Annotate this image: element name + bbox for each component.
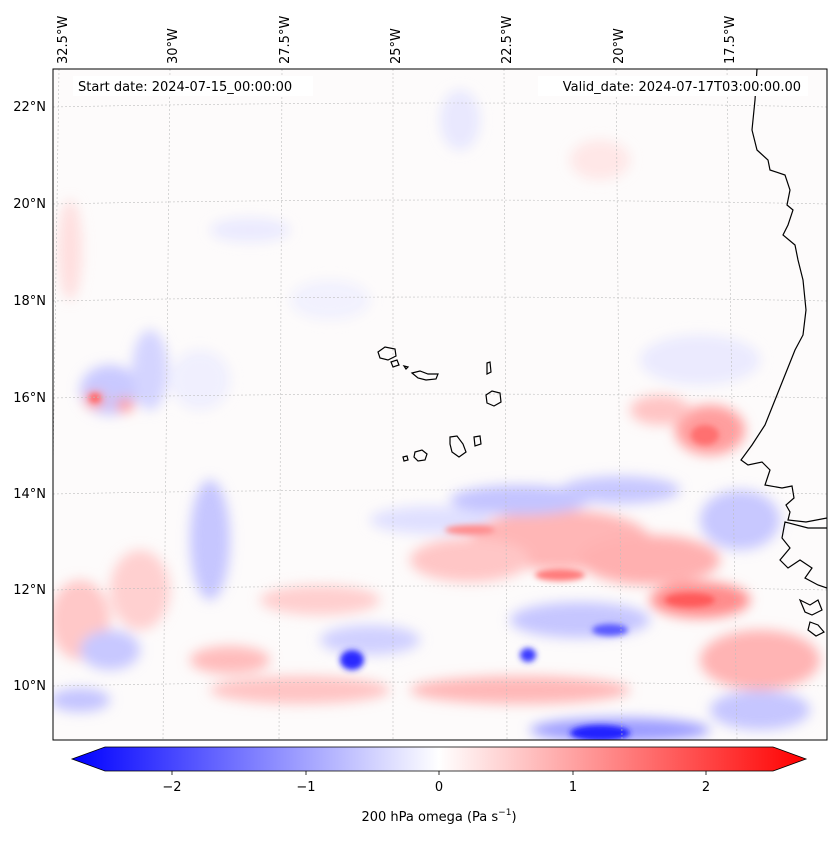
colorbar-label: 200 hPa omega (Pa s−1) <box>361 808 516 825</box>
lon-label-32.5w: 32.5°W <box>56 16 71 64</box>
cape-verde-santiago <box>449 435 467 458</box>
lon-label-27.5w: 27.5°W <box>278 16 293 64</box>
lon-label-20w: 20°W <box>612 28 627 64</box>
colorbar-ticks <box>171 771 707 775</box>
colorbar: −2 −1 0 1 2 200 hPa omega (Pa s−1) <box>70 746 808 825</box>
map-panel: Start date: 2024-07-15_00:00:00 Valid_da… <box>52 68 828 741</box>
latitude-labels: 22°N 20°N 18°N 16°N 14°N 12°N 10°N <box>13 100 46 694</box>
lon-label-30w: 30°W <box>166 28 181 64</box>
lat-label-10n: 10°N <box>13 679 46 694</box>
cape-verde-boa-vista <box>485 390 502 407</box>
colorbar-tick-label: 1 <box>569 780 577 795</box>
colorbar-label-main: 200 hPa omega (Pa s <box>361 810 498 825</box>
start-date-label: Start date: 2024-07-15_00:00:00 <box>78 80 292 95</box>
lon-label-25w: 25°W <box>389 28 404 64</box>
cape-verde-sao-nicolau <box>410 370 439 381</box>
cape-verde-sal <box>486 361 492 375</box>
colorbar-label-end: ) <box>511 810 516 825</box>
lon-label-17.5w: 17.5°W <box>723 16 738 64</box>
valid-date-label: Valid_date: 2024-07-17T03:00:00.00 <box>563 80 801 95</box>
colorbar-tick-label: 0 <box>435 780 443 795</box>
map-background <box>53 69 827 740</box>
lat-label-16n: 16°N <box>13 391 46 406</box>
cape-verde-santo-antao <box>377 346 397 361</box>
omega-field <box>53 90 820 740</box>
start-date-box <box>73 76 313 96</box>
cape-verde-santa-luzia <box>402 365 410 370</box>
colorbar-tick-label: −2 <box>162 780 181 795</box>
cape-verde-maio <box>473 435 482 447</box>
colorbar-label-exponent: −1 <box>498 808 511 818</box>
cape-verde-brava <box>402 455 409 462</box>
cape-verde-fogo <box>413 449 428 462</box>
cape-verde-sao-vicente <box>390 359 400 368</box>
colorbar-tick-label: 2 <box>702 780 710 795</box>
lat-label-20n: 20°N <box>13 197 46 212</box>
guinea-bissau-islands <box>798 598 825 637</box>
colorbar-tick-labels: −2 −1 0 1 2 <box>162 780 710 795</box>
african-coastline <box>740 69 827 523</box>
lon-label-22.5w: 22.5°W <box>500 16 515 64</box>
lat-label-18n: 18°N <box>13 294 46 309</box>
lat-label-12n: 12°N <box>13 583 46 598</box>
gambia-coast <box>779 521 827 589</box>
valid-date-box <box>538 76 808 96</box>
lat-label-22n: 22°N <box>13 100 46 115</box>
colorbar-body <box>70 746 808 772</box>
coastlines <box>377 69 827 637</box>
colorbar-tick-label: −1 <box>296 780 315 795</box>
lat-label-14n: 14°N <box>13 487 46 502</box>
map-frame <box>52 68 828 741</box>
longitude-labels: 32.5°W 30°W 27.5°W 25°W 22.5°W 20°W 17.5… <box>56 16 738 64</box>
